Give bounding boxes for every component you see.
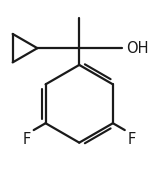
Text: F: F [128,132,136,147]
Text: F: F [22,132,31,147]
Text: OH: OH [126,41,148,56]
